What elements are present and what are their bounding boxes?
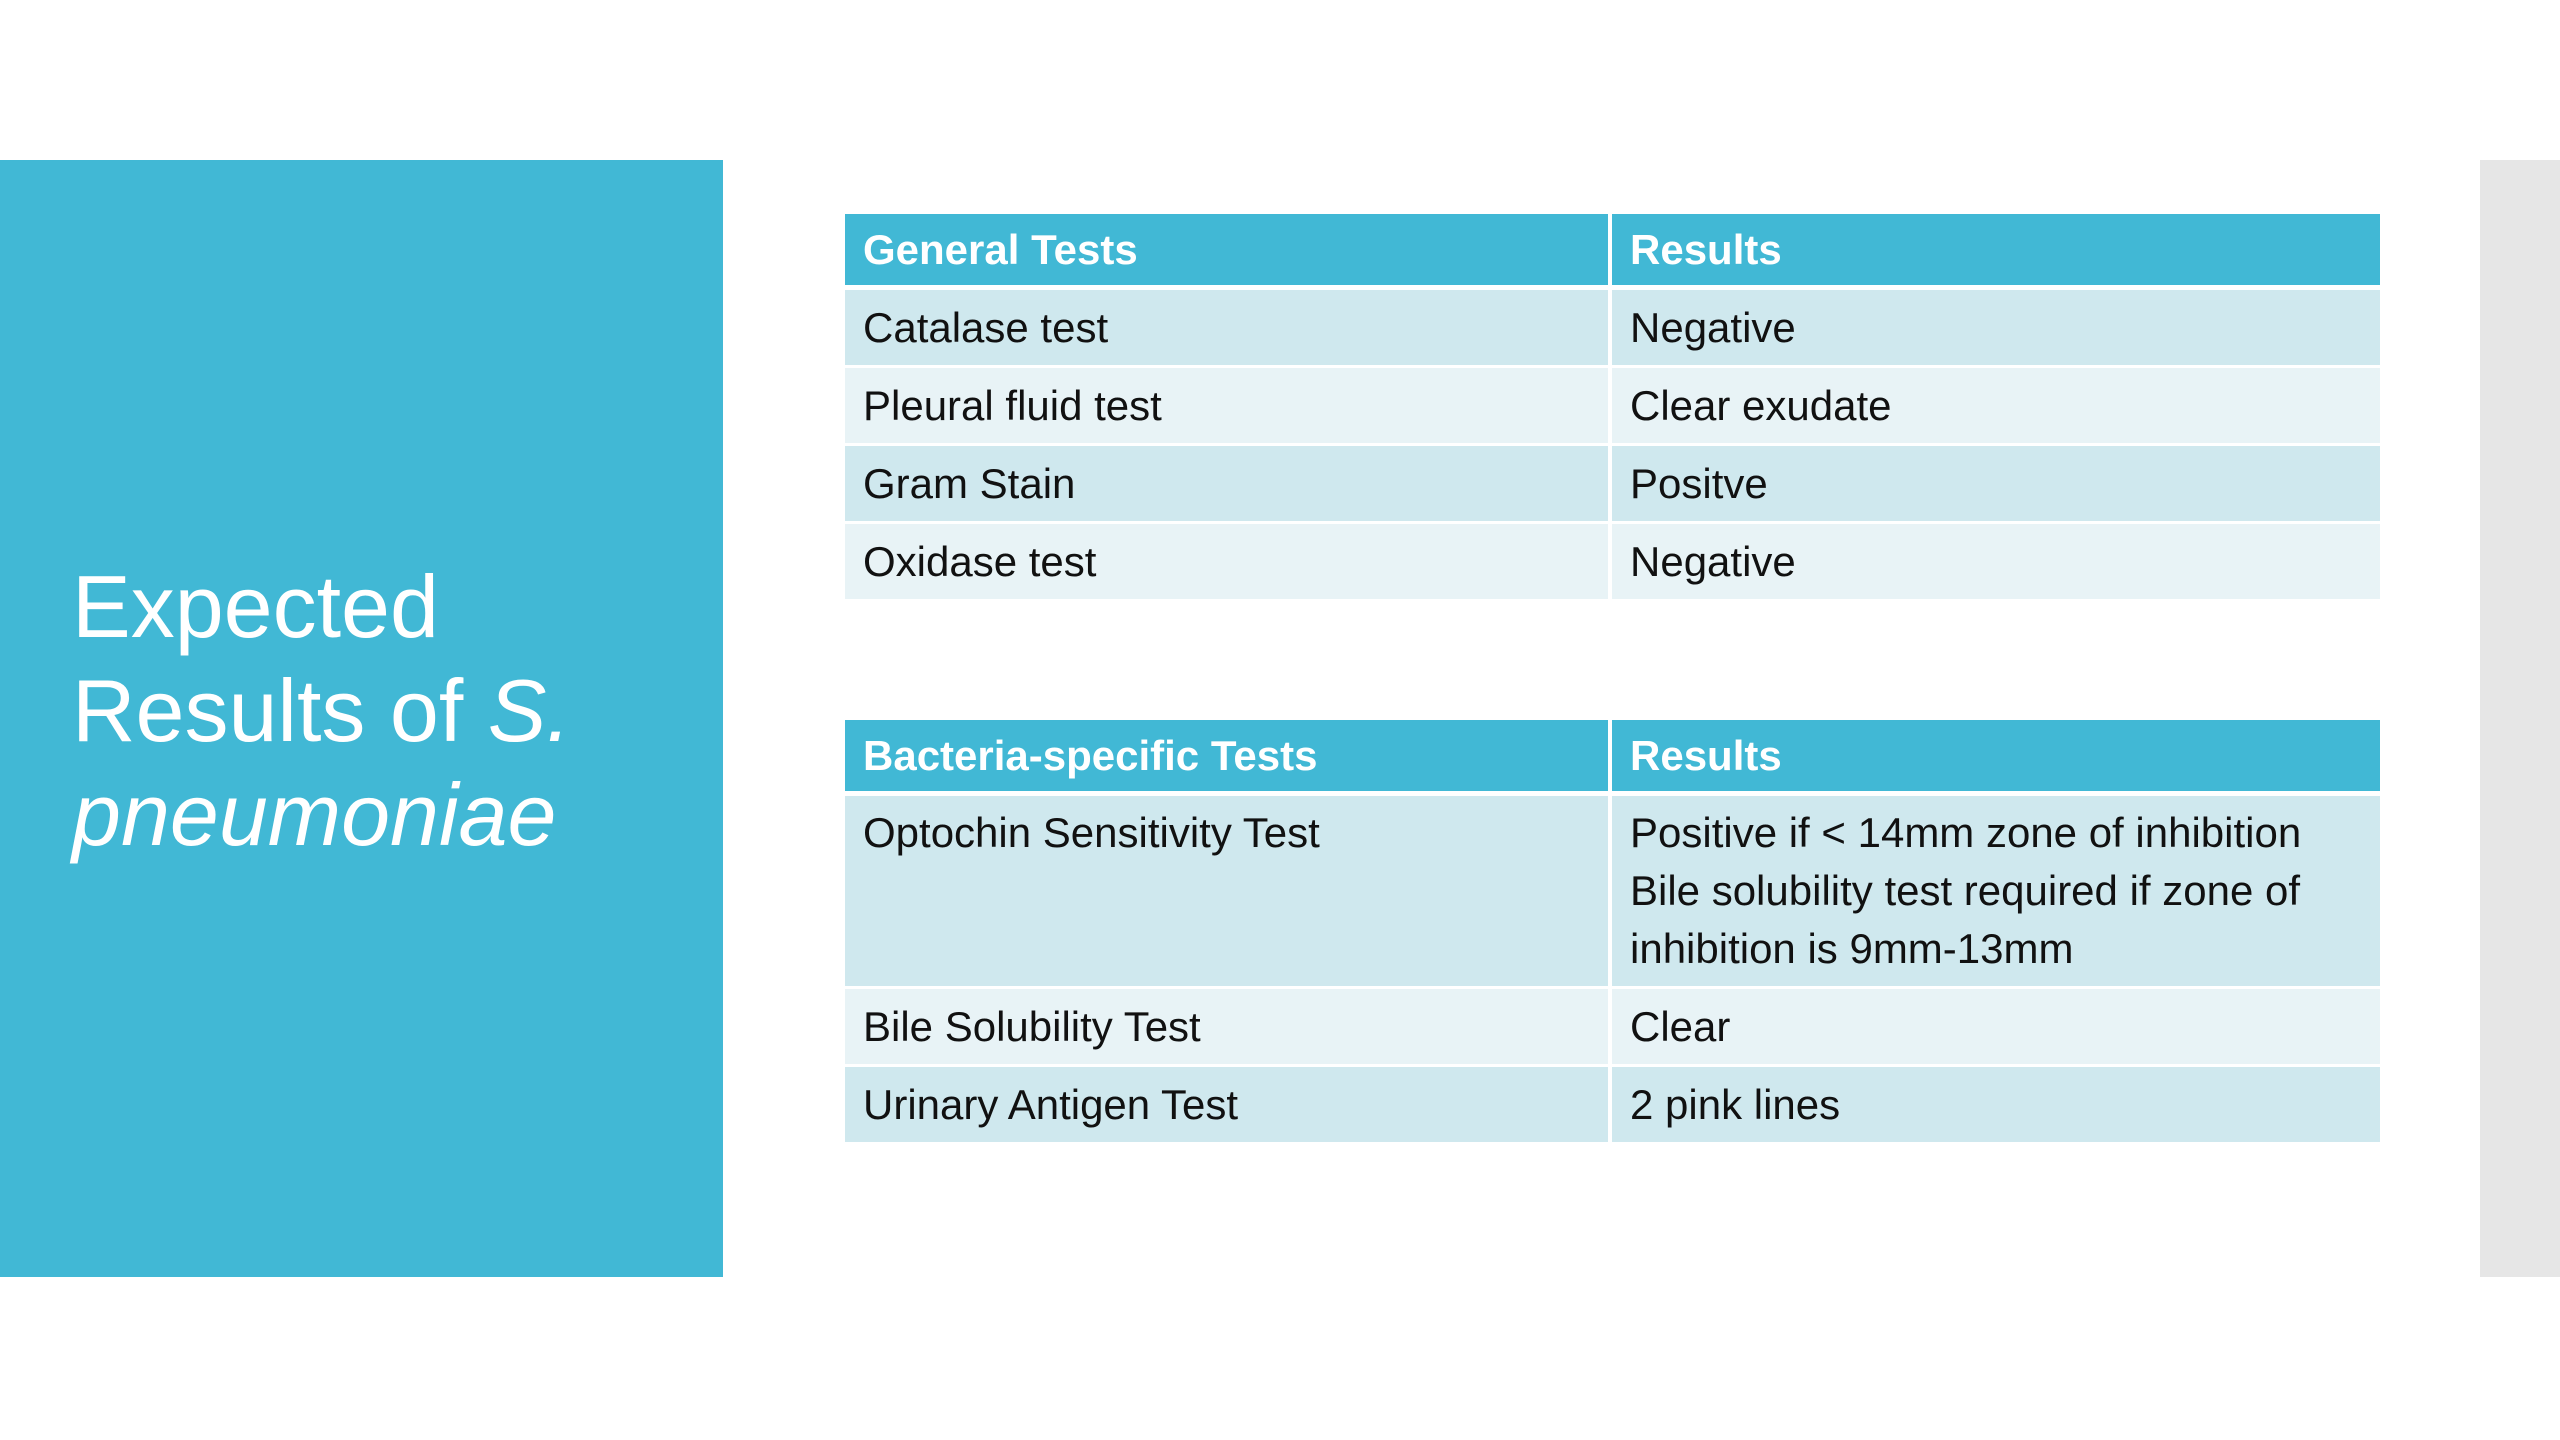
table-header-row: Bacteria-specific Tests Results bbox=[845, 720, 2380, 796]
test-name-cell: Gram Stain bbox=[845, 446, 1612, 524]
table-row: Pleural fluid test Clear exudate bbox=[845, 368, 2380, 446]
column-header: Results bbox=[1612, 214, 2380, 290]
table-row: Catalase test Negative bbox=[845, 290, 2380, 368]
table-row: Urinary Antigen Test 2 pink lines bbox=[845, 1067, 2380, 1145]
result-line: Bile solubility test required if zone of bbox=[1630, 867, 2301, 914]
table-header-row: General Tests Results bbox=[845, 214, 2380, 290]
column-header: Results bbox=[1612, 720, 2380, 796]
result-cell: Negative bbox=[1612, 524, 2380, 602]
test-name-cell: Oxidase test bbox=[845, 524, 1612, 602]
result-cell: Positive if < 14mm zone of inhibition Bi… bbox=[1612, 796, 2380, 989]
general-tests-table: General Tests Results Catalase test Nega… bbox=[845, 214, 2380, 602]
title-species-name: pneumoniae bbox=[72, 765, 557, 864]
result-line: inhibition is 9mm-13mm bbox=[1630, 925, 2074, 972]
test-name-text: Optochin Sensitivity Test bbox=[863, 809, 1320, 856]
column-header: Bacteria-specific Tests bbox=[845, 720, 1612, 796]
table-row: Gram Stain Positve bbox=[845, 446, 2380, 524]
test-name-cell: Pleural fluid test bbox=[845, 368, 1612, 446]
test-name-cell: Urinary Antigen Test bbox=[845, 1067, 1612, 1145]
result-cell: Clear exudate bbox=[1612, 368, 2380, 446]
table-row: Oxidase test Negative bbox=[845, 524, 2380, 602]
test-name-cell: Bile Solubility Test bbox=[845, 989, 1612, 1067]
table-row: Bile Solubility Test Clear bbox=[845, 989, 2380, 1067]
title-panel bbox=[0, 160, 723, 1277]
result-cell: Positve bbox=[1612, 446, 2380, 524]
side-strip bbox=[2480, 160, 2560, 1277]
result-cell: 2 pink lines bbox=[1612, 1067, 2380, 1145]
result-cell: Negative bbox=[1612, 290, 2380, 368]
table-row: Optochin Sensitivity Test Positive if < … bbox=[845, 796, 2380, 989]
bacteria-specific-tests-table: Bacteria-specific Tests Results Optochin… bbox=[845, 720, 2380, 1145]
slide-title: Expected Results of S. pneumoniae bbox=[72, 555, 692, 867]
result-line: Positive if < 14mm zone of inhibition bbox=[1630, 809, 2302, 856]
test-name-cell: Optochin Sensitivity Test bbox=[845, 796, 1612, 989]
title-species-genus: S. bbox=[487, 661, 571, 760]
result-cell: Clear bbox=[1612, 989, 2380, 1067]
title-line-2: Results of S. bbox=[72, 659, 692, 763]
title-line-1: Expected bbox=[72, 557, 439, 656]
column-header: General Tests bbox=[845, 214, 1612, 290]
title-line-2-text: Results of bbox=[72, 661, 488, 760]
test-name-cell: Catalase test bbox=[845, 290, 1612, 368]
